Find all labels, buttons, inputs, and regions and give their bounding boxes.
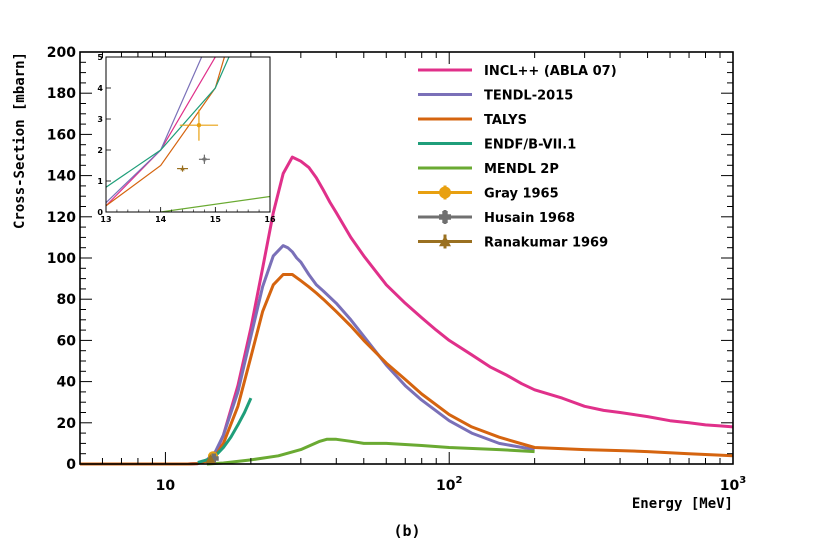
inset-point-5 [196, 123, 202, 128]
main-point-7 [205, 454, 216, 464]
y-tick-label-6: 120 [47, 210, 76, 226]
inset-x-tick-label-3: 16 [264, 215, 276, 224]
y-tick-label-8: 160 [47, 127, 76, 143]
y-tick-label-1: 20 [57, 416, 77, 432]
legend-label-7: Ranakumar 1969 [484, 236, 608, 251]
inset-plot: 13 14 15 16 0 1 2 3 4 5 [97, 53, 276, 224]
inset-y-tick-label-2: 2 [97, 146, 103, 155]
inset-series-line-2 [106, 57, 226, 207]
inset-y-tick-label-1: 1 [97, 177, 103, 186]
legend-label-4: MENDL 2P [484, 162, 559, 177]
x-tick-label-1: 102 [436, 475, 462, 494]
y-tick-label-2: 40 [57, 375, 77, 391]
legend-label-5: Gray 1965 [484, 187, 559, 202]
inset-y-tick-label-3: 3 [97, 115, 103, 124]
y-tick-label-5: 100 [47, 251, 76, 267]
legend-point-7 [439, 235, 451, 247]
legend-label-2: TALYS [484, 113, 527, 128]
inset-point-6 [202, 157, 207, 162]
y-tick-label-0: 0 [66, 457, 76, 473]
legend-label-1: TENDL-2015 [484, 89, 573, 104]
series-line-4 [206, 437, 535, 466]
inset-y-tick-label-5: 5 [97, 53, 103, 62]
y-axis-title: Cross-Section [mbarn] [12, 52, 28, 229]
legend-label-6: Husain 1968 [484, 211, 575, 226]
inset-points-group [177, 109, 219, 172]
legend-point-6 [439, 211, 451, 223]
inset-x-tick-label-0: 13 [100, 215, 111, 224]
legend-label-3: ENDF/B-VII.1 [484, 138, 576, 153]
x-tick-label-2: 103 [720, 475, 746, 494]
inset-y-tick-label-4: 4 [97, 84, 103, 93]
x-tick-label-0: 10 [156, 478, 176, 494]
inset-point-7 [180, 166, 185, 171]
y-tick-label-10: 200 [47, 45, 76, 61]
y-tick-label-3: 60 [57, 333, 77, 349]
inset-x-tick-label-1: 14 [155, 215, 167, 224]
y-tick-label-7: 140 [47, 169, 76, 185]
y-tick-label-9: 180 [47, 86, 76, 102]
legend-point-5 [439, 186, 451, 199]
inset-series-group [106, 57, 270, 212]
inset-frame [105, 56, 271, 213]
figure-caption: (b) [393, 522, 420, 540]
legend-label-0: INCL++ (ABLA 07) [484, 64, 617, 79]
inset-y-tick-label-0: 0 [97, 208, 103, 217]
x-axis-title: Energy [MeV] [632, 496, 733, 512]
main-point-6 [208, 453, 219, 464]
inset-background [106, 57, 270, 212]
inset-x-tick-label-2: 15 [210, 215, 222, 224]
inset-series-line-1 [106, 57, 203, 204]
y-tick-label-4: 80 [57, 292, 77, 308]
inset-series-line-3 [106, 57, 230, 188]
main-points-group [205, 451, 219, 464]
legend: INCL++ (ABLA 07) TENDL-2015 TALYS ENDF/B-VI… [418, 64, 617, 251]
inset-ticks-group: 13 14 15 16 0 1 2 3 4 5 [97, 53, 276, 224]
